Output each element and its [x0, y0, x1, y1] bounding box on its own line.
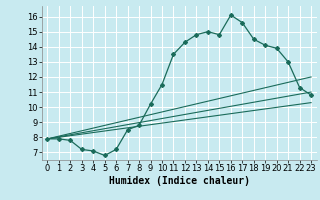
X-axis label: Humidex (Indice chaleur): Humidex (Indice chaleur): [109, 176, 250, 186]
